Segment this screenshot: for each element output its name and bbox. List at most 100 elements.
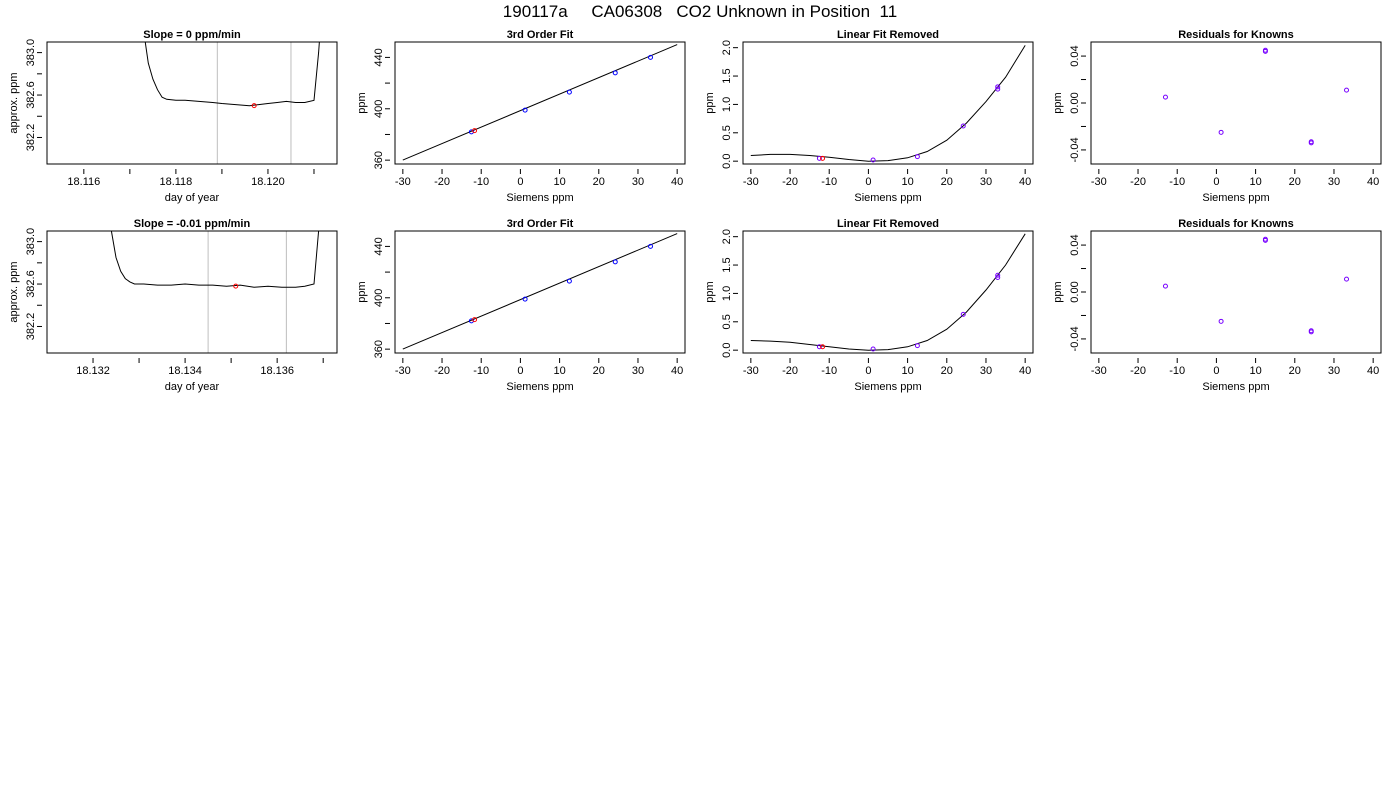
x-axis-label: day of year bbox=[165, 381, 220, 393]
fit-curve bbox=[402, 44, 678, 161]
y-axis-label: ppm bbox=[356, 92, 368, 113]
unknown-point bbox=[233, 283, 239, 289]
y-tick-label: 1.0 bbox=[721, 286, 733, 301]
data-point bbox=[648, 54, 654, 60]
x-tick-label: -10 bbox=[473, 176, 489, 188]
x-tick-label: 0 bbox=[517, 176, 523, 188]
y-tick-label: 440 bbox=[373, 237, 385, 255]
chart-title: Residuals for Knowns bbox=[1178, 218, 1294, 230]
chart-title: Slope = 0 ppm/min bbox=[143, 29, 241, 41]
x-axis-label: Siemens ppm bbox=[854, 381, 921, 393]
x-tick-label: -10 bbox=[473, 365, 489, 377]
data-point bbox=[870, 346, 876, 352]
data-point bbox=[995, 275, 1001, 281]
y-tick-label: 0.5 bbox=[721, 125, 733, 140]
data-point bbox=[1262, 236, 1268, 242]
x-tick-label: -20 bbox=[1130, 365, 1146, 377]
plot-frame bbox=[742, 230, 1034, 354]
chart-title: 3rd Order Fit bbox=[507, 29, 574, 41]
x-tick-label: -20 bbox=[782, 365, 798, 377]
x-tick-label: -20 bbox=[434, 365, 450, 377]
x-tick-label: -10 bbox=[821, 176, 837, 188]
x-tick-label: 0 bbox=[865, 176, 871, 188]
y-axis-label: ppm bbox=[704, 92, 716, 113]
series-line bbox=[110, 231, 320, 288]
data-point bbox=[612, 70, 618, 76]
y-tick-label: 0.04 bbox=[1069, 45, 1081, 66]
chart-title: Residuals for Knowns bbox=[1178, 29, 1294, 41]
data-point bbox=[1308, 139, 1314, 145]
x-tick-label: 30 bbox=[980, 365, 992, 377]
plot-frame bbox=[46, 230, 338, 354]
y-tick-label: 360 bbox=[373, 151, 385, 169]
x-axis-label: Siemens ppm bbox=[506, 381, 573, 393]
y-tick-label: 440 bbox=[373, 48, 385, 66]
chart-panel-1: Slope = 0 ppm/min 18.116 18.118 18.120 day o… bbox=[8, 29, 338, 204]
x-axis-label: Siemens ppm bbox=[854, 192, 921, 204]
x-tick-label: -20 bbox=[1130, 176, 1146, 188]
x-tick-label: -30 bbox=[395, 365, 411, 377]
data-point bbox=[870, 157, 876, 163]
x-tick-label: -10 bbox=[1169, 365, 1185, 377]
x-tick-label: 18.120 bbox=[251, 176, 285, 188]
x-tick-label: 10 bbox=[553, 176, 565, 188]
y-tick-label: 1.5 bbox=[721, 68, 733, 83]
y-tick-label: -0.04 bbox=[1069, 137, 1081, 162]
x-tick-label: 0 bbox=[1213, 365, 1219, 377]
unknown-point bbox=[472, 317, 478, 323]
y-axis-label: approx. ppm bbox=[8, 72, 20, 133]
y-tick-label: 382.2 bbox=[25, 124, 37, 152]
data-point bbox=[1344, 276, 1350, 282]
data-point bbox=[648, 243, 654, 249]
chart-panel-5: Slope = -0.01 ppm/min 18.132 18.134 18.136 d… bbox=[8, 218, 338, 393]
data-point bbox=[960, 311, 966, 317]
x-axis-label: Siemens ppm bbox=[1202, 381, 1269, 393]
data-point bbox=[612, 259, 618, 265]
y-tick-label: 0.00 bbox=[1069, 92, 1081, 113]
fit-curve bbox=[750, 233, 1026, 351]
x-tick-label: -20 bbox=[434, 176, 450, 188]
unknown-point bbox=[820, 155, 826, 161]
x-tick-label: 18.136 bbox=[260, 365, 294, 377]
data-point bbox=[522, 107, 528, 113]
y-tick-label: -0.04 bbox=[1069, 326, 1081, 351]
x-tick-label: -10 bbox=[821, 365, 837, 377]
x-tick-label: 18.132 bbox=[76, 365, 110, 377]
page-title: 190117a CA06308 CO2 Unknown in Position … bbox=[502, 2, 898, 21]
x-tick-label: 18.116 bbox=[67, 176, 100, 188]
plot-frame bbox=[46, 41, 338, 165]
chart-title: Slope = -0.01 ppm/min bbox=[134, 218, 251, 230]
chart-title: Linear Fit Removed bbox=[837, 218, 939, 230]
data-point bbox=[1162, 283, 1168, 289]
chart-panel-7: Linear Fit Removed -30 -20 -10 0 10 20 30 40 Siem… bbox=[704, 218, 1034, 393]
data-point bbox=[1262, 47, 1268, 53]
x-tick-label: 0 bbox=[865, 365, 871, 377]
chart-panel-2: 3rd Order Fit -30 -20 -10 0 10 20 30 40 Siemens p… bbox=[356, 29, 686, 204]
y-tick-label: 383.0 bbox=[25, 228, 37, 256]
plot-frame bbox=[394, 41, 686, 165]
data-point bbox=[995, 86, 1001, 92]
y-axis-label: ppm bbox=[1052, 281, 1064, 302]
y-tick-label: 400 bbox=[373, 100, 385, 118]
x-tick-label: -30 bbox=[1091, 176, 1107, 188]
x-tick-label: 10 bbox=[1249, 176, 1261, 188]
x-tick-label: -30 bbox=[1091, 365, 1107, 377]
data-point bbox=[522, 296, 528, 302]
x-tick-label: 40 bbox=[1019, 176, 1031, 188]
x-tick-label: 18.134 bbox=[168, 365, 202, 377]
data-point bbox=[1218, 129, 1224, 135]
y-tick-label: 382.6 bbox=[25, 270, 37, 298]
data-point bbox=[914, 154, 920, 160]
x-tick-label: 18.118 bbox=[159, 176, 192, 188]
x-tick-label: 20 bbox=[1289, 365, 1301, 377]
chart-panel-6: 3rd Order Fit -30 -20 -10 0 10 20 30 40 Siemens p… bbox=[356, 218, 686, 393]
x-tick-label: 10 bbox=[901, 176, 913, 188]
y-axis-label: ppm bbox=[1052, 92, 1064, 113]
y-tick-label: 383.0 bbox=[25, 39, 37, 67]
x-tick-label: -10 bbox=[1169, 176, 1185, 188]
unknown-point bbox=[820, 344, 826, 350]
chart-panel-3: Linear Fit Removed -30 -20 -10 0 10 20 30 40 Siem… bbox=[704, 29, 1034, 204]
series-line bbox=[144, 42, 320, 107]
x-tick-label: 20 bbox=[593, 176, 605, 188]
